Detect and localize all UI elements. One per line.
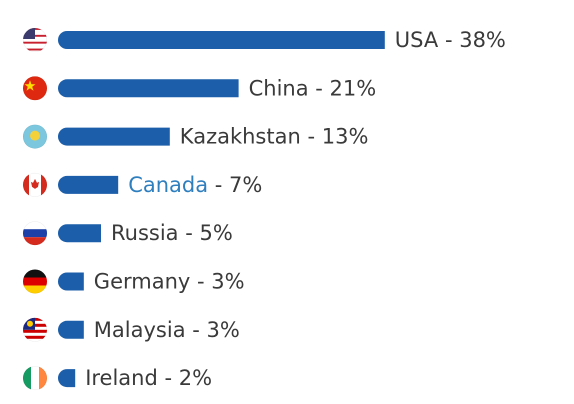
bar-label: Germany - 3% [94, 270, 245, 294]
bar [58, 369, 76, 388]
bar [58, 79, 239, 98]
bar-label: China - 21% [249, 76, 377, 100]
label-separator: - [301, 125, 322, 149]
bar [58, 224, 101, 243]
country-name: Malaysia [94, 318, 186, 342]
label-separator: - [309, 76, 330, 100]
label-separator: - [158, 366, 179, 390]
flag-icon [23, 269, 47, 294]
value-label: 3% [207, 318, 240, 342]
flag-icon [23, 124, 47, 149]
bar-label: Canada - 7% [128, 173, 262, 197]
label-separator: - [438, 28, 459, 52]
country-link[interactable]: Canada [128, 173, 208, 197]
label-separator: - [190, 270, 211, 294]
country-name: Germany [94, 270, 191, 294]
flag-icon [23, 366, 47, 391]
flag-icon [23, 76, 47, 101]
bar [58, 320, 84, 339]
bar-label: Malaysia - 3% [94, 318, 240, 342]
bar [58, 175, 119, 194]
value-label: 5% [199, 221, 232, 245]
flag-icon [23, 28, 47, 52]
country-name: USA [395, 28, 439, 52]
value-label: 21% [330, 76, 377, 100]
country-name: Ireland [85, 366, 158, 390]
bar [58, 31, 385, 49]
bar-label: USA - 38% [395, 28, 506, 52]
bar-label: Russia - 5% [111, 221, 233, 245]
value-label: 3% [211, 270, 244, 294]
value-label: 7% [229, 173, 262, 197]
country-name: Kazakhstan [180, 125, 301, 149]
flag-icon [23, 317, 47, 342]
value-label: 13% [322, 125, 369, 149]
label-separator: - [179, 221, 200, 245]
value-label: 38% [459, 28, 506, 52]
label-separator: - [208, 173, 229, 197]
flag-icon [23, 221, 47, 246]
bar-label: Kazakhstan - 13% [180, 125, 369, 149]
bar [57, 127, 170, 146]
bar-label: Ireland - 2% [85, 366, 212, 390]
bar [58, 272, 84, 291]
country-name: Russia [111, 221, 179, 245]
value-label: 2% [179, 366, 212, 390]
label-separator: - [186, 318, 207, 342]
flag-icon [23, 172, 47, 197]
country-name: China [249, 76, 309, 100]
